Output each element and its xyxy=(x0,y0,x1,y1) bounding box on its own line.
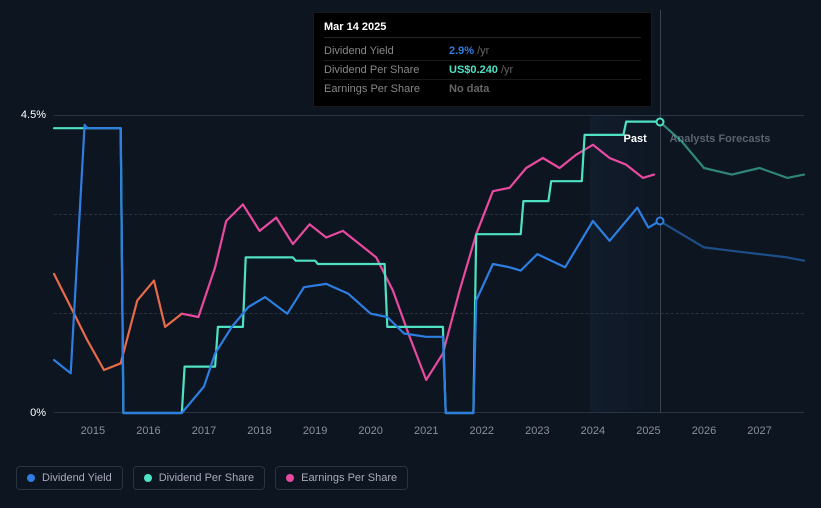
x-axis-year-label: 2016 xyxy=(136,425,160,437)
dividend-chart: 4.5% 0% 20152016201720182019202020212022… xyxy=(54,115,804,413)
legend-item[interactable]: Earnings Per Share xyxy=(275,466,408,490)
y-axis-min-label: 0% xyxy=(30,407,46,419)
tooltip-row-suffix: /yr xyxy=(501,64,513,76)
tooltip-row-suffix: /yr xyxy=(477,45,489,57)
x-axis-year-label: 2025 xyxy=(636,425,660,437)
x-axis-year-label: 2019 xyxy=(303,425,327,437)
legend-label: Earnings Per Share xyxy=(301,472,397,484)
tooltip-row: Dividend Per ShareUS$0.240/yr xyxy=(324,61,641,80)
tooltip-date: Mar 14 2025 xyxy=(324,21,641,38)
tooltip-row-value: 2.9% xyxy=(449,45,474,57)
legend-label: Dividend Per Share xyxy=(159,472,254,484)
x-axis-year-label: 2017 xyxy=(192,425,216,437)
legend-item[interactable]: Dividend Yield xyxy=(16,466,123,490)
x-axis-year-label: 2021 xyxy=(414,425,438,437)
x-axis-year-label: 2026 xyxy=(692,425,716,437)
chart-tooltip: Mar 14 2025 Dividend Yield2.9%/yrDividen… xyxy=(313,12,652,107)
series-marker xyxy=(655,117,664,126)
x-axis-year-label: 2020 xyxy=(358,425,382,437)
legend-dot-icon xyxy=(27,474,35,482)
chart-lines xyxy=(54,115,804,413)
x-axis-year-label: 2027 xyxy=(747,425,771,437)
tooltip-row-value: US$0.240 xyxy=(449,64,498,76)
tooltip-row: Earnings Per ShareNo data xyxy=(324,80,641,98)
tooltip-row-label: Dividend Per Share xyxy=(324,64,449,76)
series-marker xyxy=(655,216,664,225)
y-axis-max-label: 4.5% xyxy=(21,109,46,121)
legend-item[interactable]: Dividend Per Share xyxy=(133,466,265,490)
tooltip-row-value: No data xyxy=(449,83,489,95)
chart-legend: Dividend Yield Dividend Per Share Earnings… xyxy=(16,466,408,490)
tooltip-row-label: Dividend Yield xyxy=(324,45,449,57)
tooltip-row: Dividend Yield2.9%/yr xyxy=(324,42,641,61)
tooltip-row-label: Earnings Per Share xyxy=(324,83,449,95)
legend-dot-icon xyxy=(144,474,152,482)
x-axis-year-label: 2022 xyxy=(470,425,494,437)
x-axis-year-label: 2024 xyxy=(581,425,605,437)
legend-dot-icon xyxy=(286,474,294,482)
x-axis-year-label: 2023 xyxy=(525,425,549,437)
legend-label: Dividend Yield xyxy=(42,472,112,484)
x-axis-year-label: 2015 xyxy=(81,425,105,437)
x-axis-year-label: 2018 xyxy=(247,425,271,437)
